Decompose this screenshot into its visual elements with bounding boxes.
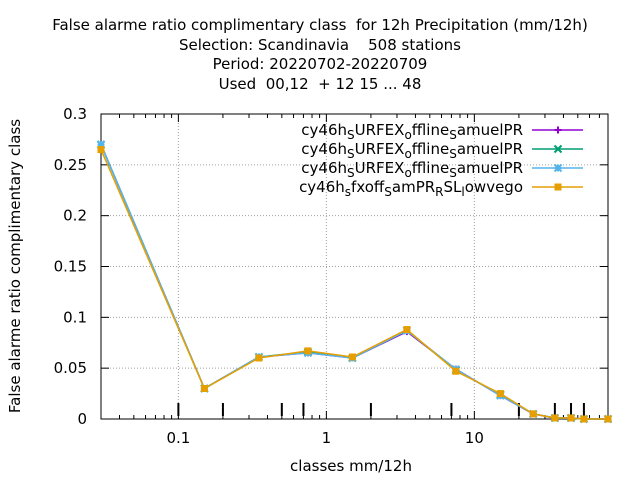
subtitle-selection: Selection: Scandinavia 508 stations — [179, 35, 461, 54]
legend-label-part: amPR — [392, 178, 435, 196]
marker-stroke — [553, 163, 563, 173]
data-point — [554, 183, 562, 191]
legend-item: cy46hsfxoffSamPRRSLlowvego — [299, 178, 583, 199]
legend-label: cy46hsfxoffSamPRRSLlowvego — [299, 178, 523, 199]
legend-label-part: amuelPR — [457, 140, 523, 158]
y-tick-label: 0.3 — [63, 105, 87, 123]
legend-item: cy46hSURFEXofflineSamuelPR — [301, 140, 583, 161]
data-point — [529, 410, 537, 418]
x-tick-label: 1 — [322, 429, 332, 447]
legend-subscript: R — [435, 185, 443, 199]
legend-label-part: cy46h — [299, 178, 345, 196]
legend-subscript: S — [449, 166, 457, 180]
data-point — [580, 415, 588, 423]
legend-label-part: amuelPR — [457, 159, 523, 177]
legend-label-part: URFEX — [355, 159, 405, 177]
legend-label-part: cy46h — [301, 140, 347, 158]
legend: cy46hSURFEXofflineSamuelPRcy46hSURFEXoff… — [299, 121, 583, 199]
chart-title: False alarme ratio complimentary class f… — [0, 16, 640, 94]
data-point — [553, 144, 563, 154]
series-layer — [96, 140, 613, 424]
grid — [101, 114, 608, 419]
legend-subscript: s — [345, 185, 351, 199]
legend-subscript: S — [347, 147, 355, 161]
legend-item: cy46hSURFEXofflineSamuelPR — [301, 159, 583, 180]
data-point — [348, 353, 356, 361]
legend-label: cy46hSURFEXofflineSamuelPR — [301, 140, 523, 161]
legend-subscript: S — [347, 166, 355, 180]
series-4 — [97, 146, 612, 423]
legend-label-part: cy46h — [301, 159, 347, 177]
legend-label-part: URFEX — [355, 121, 405, 139]
legend-label-part: fxoff — [351, 178, 385, 196]
legend-label-part: amuelPR — [457, 121, 523, 139]
legend-subscript: S — [449, 128, 457, 142]
legend-label-part: ffline — [412, 140, 449, 158]
y-tick-label: 0.1 — [63, 308, 87, 326]
data-point — [604, 415, 612, 423]
data-point — [567, 414, 575, 422]
data-point — [255, 354, 263, 362]
legend-subscript: l — [461, 185, 464, 199]
axes: 0 0.05 0.1 0.15 0.2 0.25 0.3 0.1 1 10 — [54, 105, 609, 447]
legend-subscript: o — [404, 147, 411, 161]
x-tick-label: 0.1 — [166, 429, 190, 447]
y-tick-label: 0 — [77, 410, 87, 428]
legend-subscript: S — [347, 128, 355, 142]
legend-subscript: o — [404, 128, 411, 142]
legend-label: cy46hSURFEXofflineSamuelPR — [301, 159, 523, 180]
legend-subscript: S — [384, 185, 392, 199]
subtitle-period: Period: 20220702-20220709 — [212, 55, 428, 73]
data-point — [496, 390, 504, 398]
y-tick-label: 0.15 — [54, 258, 87, 276]
legend-label-part: URFEX — [355, 140, 405, 158]
y-tick-label: 0.05 — [54, 359, 87, 377]
legend-label: cy46hSURFEXofflineSamuelPR — [301, 121, 523, 142]
title-line: False alarme ratio complimentary class f… — [52, 16, 588, 34]
legend-label-part: ffline — [412, 159, 449, 177]
x-tick-label: 10 — [465, 429, 484, 447]
y-tick-label: 0.2 — [63, 207, 87, 225]
plot-border — [100, 113, 609, 420]
legend-label-part: SL — [444, 178, 463, 196]
subtitle-used: Used 00,12 + 12 15 ... 48 — [218, 74, 422, 93]
data-point — [452, 367, 460, 375]
data-point — [97, 146, 105, 154]
legend-label-part: ffline — [412, 121, 449, 139]
data-point — [200, 385, 208, 392]
data-point — [551, 414, 559, 422]
marker-stroke — [553, 144, 563, 154]
data-point — [554, 126, 562, 134]
legend-label-part: owvego — [465, 178, 523, 196]
data-point — [304, 347, 312, 355]
legend-subscript: S — [449, 147, 457, 161]
data-point — [553, 163, 563, 173]
legend-label-part: cy46h — [301, 121, 347, 139]
y-tick-label: 0.25 — [54, 156, 87, 174]
legend-subscript: o — [404, 166, 411, 180]
legend-item: cy46hSURFEXofflineSamuelPR — [301, 121, 583, 142]
x-axis-title: classes mm/12h — [290, 457, 412, 475]
data-point — [403, 326, 411, 334]
y-axis-title: False alarme ratio complimentary class — [6, 119, 24, 413]
